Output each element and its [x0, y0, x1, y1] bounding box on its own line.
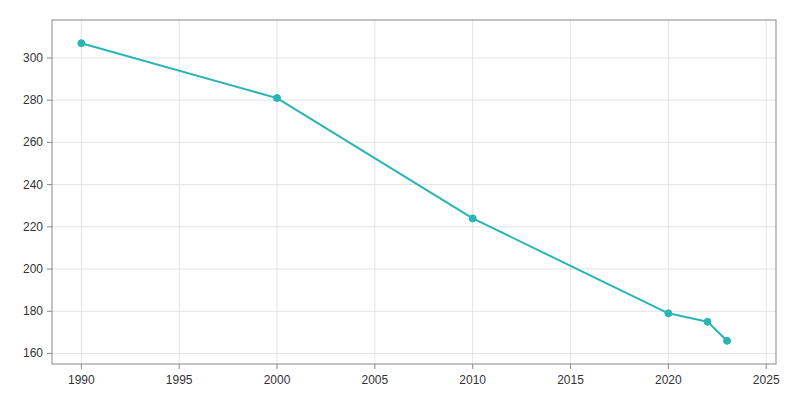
tick-label: 2010 [459, 373, 486, 387]
tick-mark [47, 269, 52, 270]
grid-line [374, 20, 375, 364]
tick-label: 2025 [753, 373, 780, 387]
tick-label: 180 [23, 304, 43, 318]
plot-frame [52, 20, 776, 364]
line [81, 43, 727, 341]
axes: 1990 1995 2000 2005 2010 2015 2020 2025 160 180 20… [23, 20, 780, 387]
tick-mark [472, 364, 473, 369]
grid-line [52, 184, 776, 185]
tick-label: 240 [23, 178, 43, 192]
point [78, 40, 85, 47]
grid-line [52, 100, 776, 101]
tick-label: 280 [23, 93, 43, 107]
tick-label: 200 [23, 262, 43, 276]
tick-label: 300 [23, 51, 43, 65]
tick-mark [47, 100, 52, 101]
tick-label: 1995 [166, 373, 193, 387]
tick-mark [668, 364, 669, 369]
grid-line [52, 269, 776, 270]
grid-line [570, 20, 571, 364]
point [665, 310, 672, 317]
tick-mark [179, 364, 180, 369]
grid-line [472, 20, 473, 364]
grid-line [52, 353, 776, 354]
series [78, 40, 731, 345]
grid [52, 20, 776, 364]
plot-area [52, 20, 776, 364]
tick-mark [570, 364, 571, 369]
tick-mark [47, 184, 52, 185]
grid-line [766, 20, 767, 364]
tick-label: 160 [23, 346, 43, 360]
tick-mark [81, 364, 82, 369]
point [704, 318, 711, 325]
tick-label: 260 [23, 135, 43, 149]
point [724, 337, 731, 344]
tick-mark [47, 311, 52, 312]
chart-container: 1990 1995 2000 2005 2010 2015 2020 2025 160 180 20… [0, 0, 800, 400]
tick-label: 220 [23, 220, 43, 234]
tick-mark [47, 57, 52, 58]
grid-line [277, 20, 278, 364]
point [469, 215, 476, 222]
tick-mark [47, 142, 52, 143]
tick-label: 1990 [68, 373, 95, 387]
tick-mark [374, 364, 375, 369]
point [274, 95, 281, 102]
tick-label: 2020 [655, 373, 682, 387]
tick-mark [47, 353, 52, 354]
tick-mark [766, 364, 767, 369]
tick-label: 2000 [264, 373, 291, 387]
grid-line [52, 57, 776, 58]
tick-label: 2005 [362, 373, 389, 387]
chart: 1990 1995 2000 2005 2010 2015 2020 2025 160 180 20… [0, 0, 800, 400]
grid-line [52, 226, 776, 227]
tick-mark [47, 226, 52, 227]
grid-line [52, 142, 776, 143]
tick-label: 2015 [557, 373, 584, 387]
tick-mark [277, 364, 278, 369]
grid-line [81, 20, 82, 364]
